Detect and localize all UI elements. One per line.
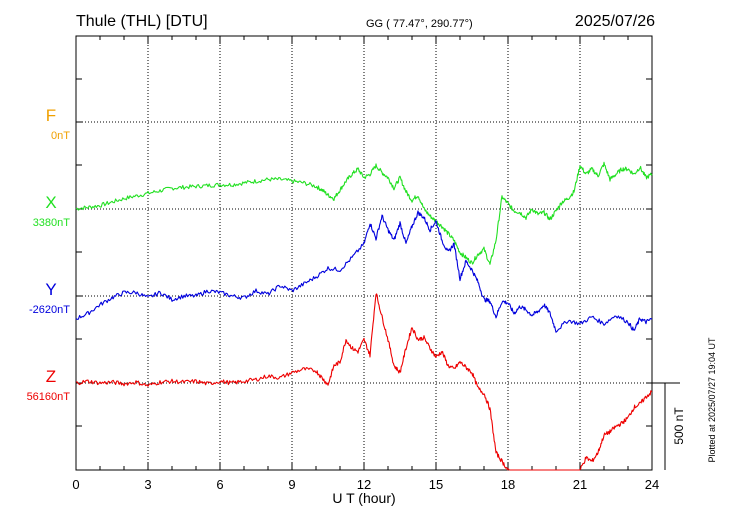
series-name-f: F	[46, 106, 56, 125]
series-baseline-y: -2620nT	[29, 304, 70, 316]
x-tick-label: 18	[501, 477, 515, 492]
data-traces	[75, 161, 653, 471]
scale-bar-label: 500 nT	[672, 407, 686, 445]
x-tick-label: 15	[429, 477, 443, 492]
x-tick-label: 3	[144, 477, 151, 492]
x-axis-label: U T (hour)	[332, 490, 395, 506]
series-line-y	[75, 210, 653, 333]
x-tick-label: 9	[288, 477, 295, 492]
series-line-z	[76, 293, 653, 471]
x-tick-label: 21	[573, 477, 587, 492]
x-tick-label: 24	[645, 477, 659, 492]
date-label: 2025/07/26	[575, 13, 655, 30]
station-title: Thule (THL) [DTU]	[76, 13, 208, 30]
x-tick-labels: 0 3 6 9 12 15 18 21 24	[72, 477, 659, 492]
axis-ticks	[75, 36, 653, 470]
series-name-x: X	[45, 193, 56, 212]
plotted-timestamp: Plotted at 2025/07/27 19:04 UT	[707, 337, 717, 463]
series-name-y: Y	[45, 280, 56, 299]
coordinates-label: GG ( 77.47°, 290.77°)	[366, 18, 473, 30]
series-name-z: Z	[46, 367, 56, 386]
series-labels: F 0nT X 3380nT Y -2620nT Z 56160nT	[27, 106, 71, 403]
x-tick-label: 0	[72, 477, 79, 492]
x-tick-label: 6	[216, 477, 223, 492]
series-baseline-x: 3380nT	[33, 217, 71, 229]
series-baseline-z: 56160nT	[27, 391, 71, 403]
grid-lines	[76, 36, 652, 470]
scale-bar	[652, 382, 680, 470]
series-baseline-f: 0nT	[51, 130, 70, 142]
x-tick-label: 12	[357, 477, 371, 492]
series-line-x	[75, 161, 653, 265]
